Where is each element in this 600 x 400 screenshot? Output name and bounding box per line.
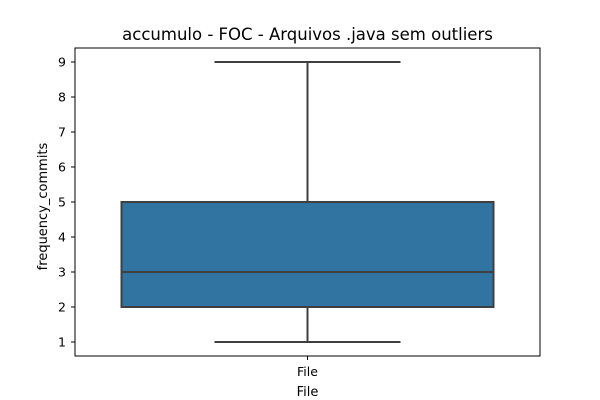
y-tick-label: 3 (58, 265, 66, 280)
iqr-box (120, 201, 495, 308)
y-axis-label: frequency_commits (36, 142, 51, 270)
y-tick-label: 7 (58, 125, 66, 140)
y-tick-label: 6 (58, 160, 66, 175)
chart-title: accumulo - FOC - Arquivos .java sem outl… (122, 25, 493, 44)
y-tick-label: 1 (58, 335, 66, 350)
plot-area: 1 2 3 4 5 6 7 8 9 File (58, 47, 541, 379)
y-tick-label: 5 (58, 195, 66, 210)
y-tick-label: 2 (58, 300, 66, 315)
x-axis-label: File (297, 385, 319, 400)
y-tick-label: 8 (58, 90, 66, 105)
x-tick-label: File (297, 364, 318, 379)
y-tick-label: 4 (58, 230, 66, 245)
y-tick-label: 9 (58, 55, 66, 70)
